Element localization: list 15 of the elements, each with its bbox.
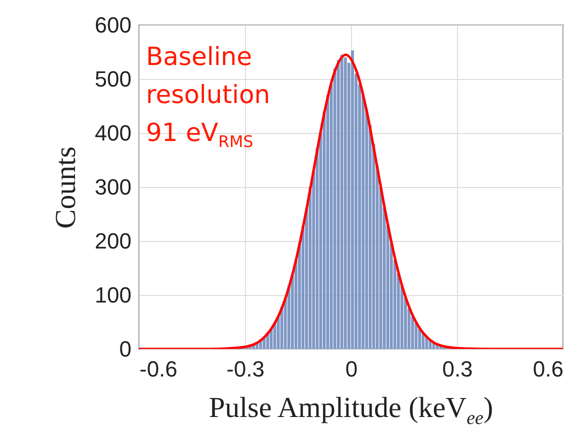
y-tick-label: 100 [94, 282, 132, 308]
y-tick-label: 600 [94, 12, 132, 38]
x-tick-label: 0.6 [532, 356, 564, 382]
x-tick-label: 0 [345, 356, 358, 382]
annotation: Baseline resolution 91 eV$_{RMS}$ [146, 41, 270, 153]
y-tick-label: 500 [94, 66, 132, 92]
y-axis-title: Counts [50, 146, 82, 229]
x-tick-label: 0.3 [442, 356, 473, 382]
x-axis-title: Pulse Amplitude (keV$_{ee}$) [208, 392, 494, 430]
y-tick-label: 200 [94, 228, 132, 254]
y-tick-label: 0 [119, 336, 132, 362]
y-tick-label: 300 [94, 174, 132, 200]
x-tick-label: -0.6 [140, 356, 178, 382]
x-tick-label: -0.3 [226, 356, 264, 382]
y-tick-label: 400 [94, 120, 132, 146]
